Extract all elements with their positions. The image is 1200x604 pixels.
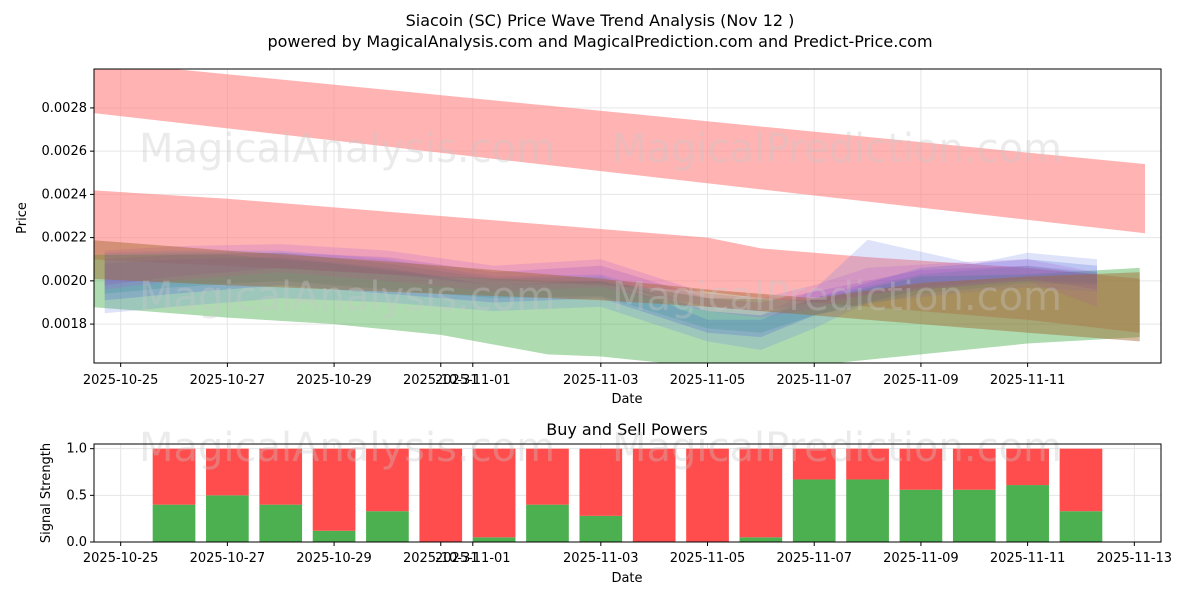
buy-bar-1 bbox=[206, 495, 249, 542]
price-x-ticks: 2025-10-25 2025-10-27 2025-10-29 2025-10-31… bbox=[83, 363, 1066, 388]
signal-x-tick-label-1: 2025-10-27 bbox=[190, 551, 266, 566]
signal-plot-frame bbox=[93, 443, 1162, 543]
sell-bar-4 bbox=[366, 448, 409, 512]
signal-bars bbox=[152, 448, 1103, 542]
buy-bar-3 bbox=[312, 530, 356, 542]
price-panel: MagicalAnalysis.com MagicalPrediction.co… bbox=[15, 68, 1162, 407]
signal-y-ticks: 0.0 0.5 1.0 bbox=[66, 442, 94, 550]
price-y-tick-label-0: 0.0018 bbox=[42, 317, 88, 332]
watermark-analysis: MagicalAnalysis.com bbox=[139, 126, 555, 172]
price-plot-frame bbox=[93, 68, 1162, 364]
buy-bar-17 bbox=[1059, 511, 1103, 542]
price-x-tick-label-7: 2025-11-07 bbox=[776, 373, 852, 388]
sell-bar-8 bbox=[579, 448, 623, 516]
price-x-tick-label-4: 2025-11-01 bbox=[435, 373, 511, 388]
signal-x-tick-label-3: 2025-10-31 bbox=[403, 551, 479, 566]
band-wave-purple-b bbox=[104, 252, 1097, 312]
buy-bar-0 bbox=[152, 504, 196, 542]
sell-bar-5 bbox=[419, 448, 463, 542]
price-y-tick-label-4: 0.0026 bbox=[42, 144, 88, 159]
signal-title: Buy and Sell Powers bbox=[546, 420, 708, 439]
signal-x-tick-label-6: 2025-11-05 bbox=[670, 551, 746, 566]
price-x-tick-label-3: 2025-10-31 bbox=[403, 373, 479, 388]
price-x-tick-label-2: 2025-10-29 bbox=[296, 373, 372, 388]
signal-watermark-analysis: MagicalAnalysis.com bbox=[139, 425, 555, 471]
price-y-tick-label-3: 0.0024 bbox=[42, 187, 88, 202]
band-wave-brown bbox=[94, 240, 1140, 342]
band-wave-blue-a bbox=[104, 239, 1097, 350]
price-x-axis-label: Date bbox=[611, 392, 642, 407]
price-x-tick-label-1: 2025-10-27 bbox=[190, 373, 266, 388]
chart-subtitle: powered by MagicalAnalysis.com and Magic… bbox=[267, 32, 932, 51]
buy-bar-7 bbox=[526, 504, 569, 542]
sell-bar-9 bbox=[632, 448, 676, 542]
sell-bar-15 bbox=[952, 448, 996, 490]
signal-x-axis-label: Date bbox=[611, 571, 642, 586]
signal-y-tick-label-0: 0.0 bbox=[66, 535, 87, 550]
buy-bar-4 bbox=[366, 511, 409, 542]
buy-bar-11 bbox=[739, 537, 783, 542]
sell-bar-7 bbox=[526, 448, 569, 505]
price-x-tick-label-5: 2025-11-03 bbox=[563, 373, 639, 388]
signal-x-tick-label-4: 2025-11-01 bbox=[435, 551, 511, 566]
signal-watermark-prediction: MagicalPrediction.com bbox=[612, 425, 1062, 471]
price-y-ticks: 0.0018 0.0020 0.0022 0.0024 0.0026 0.0028 bbox=[42, 101, 94, 332]
signal-x-tick-label-8: 2025-11-09 bbox=[883, 551, 959, 566]
band-upper-resistance bbox=[94, 69, 1145, 234]
watermark-prediction-2: MagicalPrediction.com bbox=[612, 274, 1062, 320]
signal-y-tick-label-2: 1.0 bbox=[66, 442, 87, 457]
chart-title: Siacoin (SC) Price Wave Trend Analysis (… bbox=[406, 11, 795, 30]
buy-bar-15 bbox=[952, 489, 996, 542]
band-middle-resistance bbox=[94, 190, 1140, 333]
band-wave-blue-b bbox=[104, 257, 1097, 338]
sell-bar-17 bbox=[1059, 448, 1103, 512]
buy-bar-6 bbox=[472, 537, 516, 542]
sell-bar-13 bbox=[846, 448, 889, 480]
sell-bar-11 bbox=[739, 448, 783, 538]
buy-bar-8 bbox=[579, 515, 623, 542]
sell-bar-14 bbox=[899, 448, 943, 490]
buy-bar-14 bbox=[899, 489, 943, 542]
watermark-prediction: MagicalPrediction.com bbox=[612, 126, 1062, 172]
sell-bar-0 bbox=[152, 448, 196, 505]
buy-bar-2 bbox=[259, 504, 303, 542]
signal-x-tick-label-0: 2025-10-25 bbox=[83, 551, 159, 566]
sell-bar-1 bbox=[206, 448, 249, 496]
band-wave-purple-a bbox=[104, 244, 1097, 318]
sell-bar-3 bbox=[312, 448, 356, 531]
price-y-tick-label-1: 0.0020 bbox=[42, 274, 88, 289]
band-wave-teal bbox=[104, 252, 1097, 333]
signal-y-tick-label-1: 0.5 bbox=[66, 488, 87, 503]
signal-x-ticks: 2025-10-25 2025-10-27 2025-10-29 2025-10-31… bbox=[83, 542, 1172, 566]
price-bands bbox=[94, 69, 1145, 363]
price-y-tick-label-5: 0.0028 bbox=[42, 101, 88, 116]
sell-bar-10 bbox=[686, 448, 729, 542]
signal-x-tick-label-2: 2025-10-29 bbox=[296, 551, 372, 566]
buy-bar-12 bbox=[792, 479, 836, 542]
signal-panel: Buy and Sell Powers MagicalAnalysis.com … bbox=[39, 420, 1172, 586]
price-x-tick-label-0: 2025-10-25 bbox=[83, 373, 159, 388]
price-x-tick-label-6: 2025-11-05 bbox=[670, 373, 746, 388]
sell-bar-12 bbox=[792, 448, 836, 480]
band-support bbox=[94, 254, 1140, 363]
price-y-tick-label-2: 0.0022 bbox=[42, 231, 88, 246]
signal-x-tick-label-7: 2025-11-07 bbox=[776, 551, 852, 566]
sell-bar-2 bbox=[259, 448, 303, 505]
signal-x-tick-label-10: 2025-11-13 bbox=[1097, 551, 1173, 566]
price-y-axis-label: Price bbox=[15, 202, 30, 234]
buy-bar-16 bbox=[1006, 485, 1049, 542]
signal-x-tick-label-5: 2025-11-03 bbox=[563, 551, 639, 566]
price-x-tick-label-8: 2025-11-09 bbox=[883, 373, 959, 388]
sell-bar-6 bbox=[472, 448, 516, 538]
signal-x-tick-label-9: 2025-11-11 bbox=[990, 551, 1066, 566]
watermark-analysis-2: MagicalAnalysis.com bbox=[139, 274, 555, 320]
buy-bar-13 bbox=[846, 479, 889, 542]
price-x-tick-label-9: 2025-11-11 bbox=[990, 373, 1066, 388]
sell-bar-16 bbox=[1006, 448, 1049, 486]
signal-y-axis-label: Signal Strength bbox=[39, 443, 54, 543]
